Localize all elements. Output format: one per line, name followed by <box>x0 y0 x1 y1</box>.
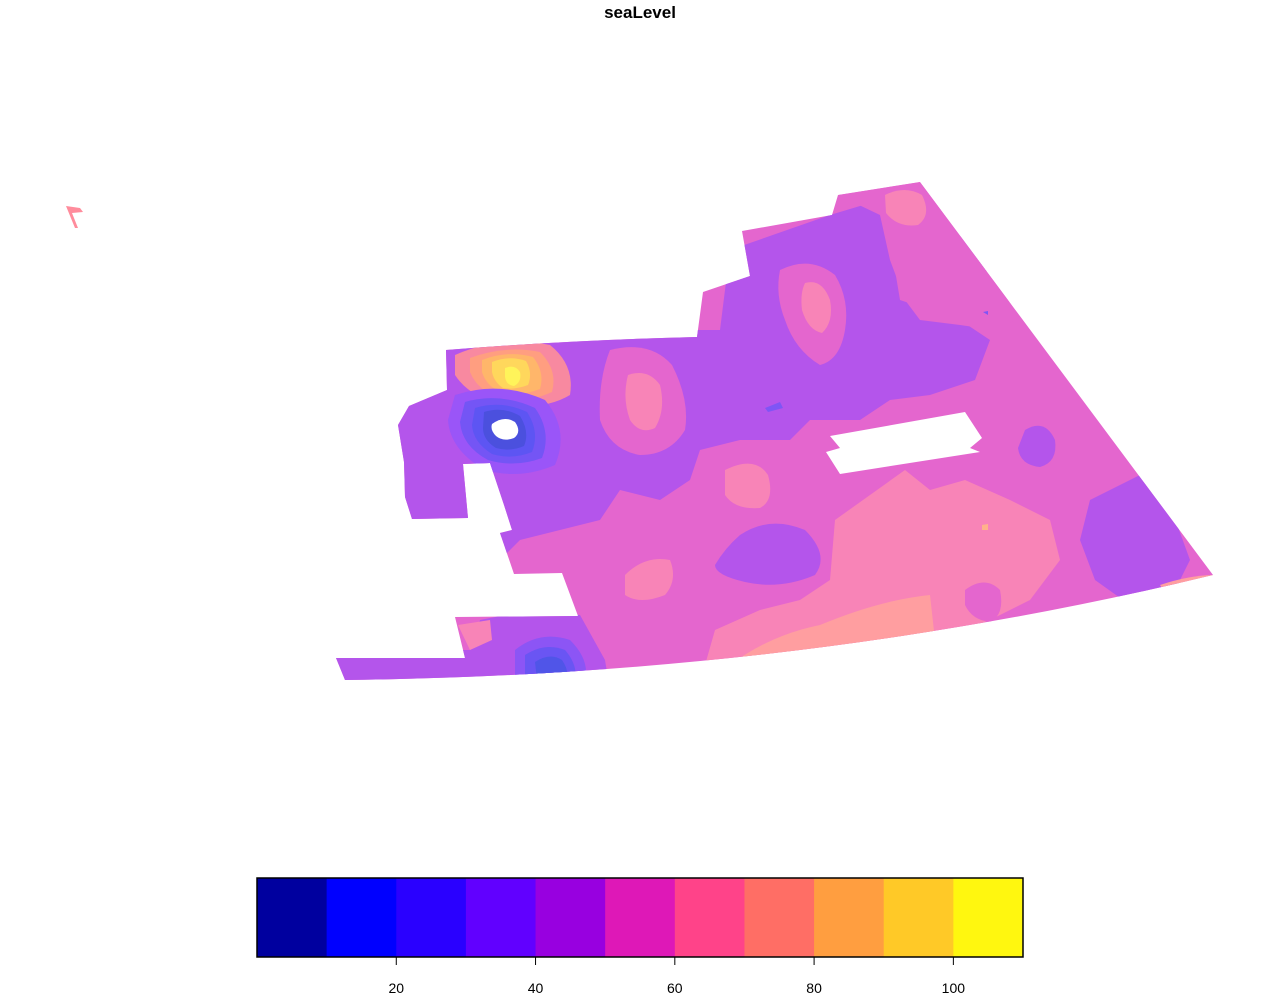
legend-bin-6 <box>674 878 745 957</box>
legend-tick-label: 40 <box>528 980 544 996</box>
legend-bin-8 <box>814 878 885 957</box>
contour-60-70-north <box>801 282 831 333</box>
legend-tick-label: 80 <box>806 980 822 996</box>
legend-bin-10 <box>953 878 1024 957</box>
legend-bin-0 <box>257 878 328 957</box>
legend-bin-1 <box>326 878 397 957</box>
legend-border <box>256 877 1024 958</box>
contour-dot-east-yellow <box>982 524 988 530</box>
outlier-fragment <box>66 206 83 228</box>
map-title: seaLevel <box>604 3 676 22</box>
legend-bin-4 <box>535 878 606 957</box>
contour-60-70-center <box>725 463 771 509</box>
contour-50-60-south-pocket <box>965 582 1002 622</box>
legend-tick-label: 60 <box>667 980 683 996</box>
contour-dot-east <box>983 311 988 315</box>
missing-data-gap <box>826 412 982 474</box>
legend-bin-5 <box>605 878 676 957</box>
legend-bin-3 <box>465 878 537 957</box>
legend-bin-7 <box>744 878 815 957</box>
contour-40-50-center <box>715 523 821 585</box>
contour-dot-mid <box>765 402 783 412</box>
contour-60-70-west <box>458 620 492 650</box>
sea-level-raster <box>66 182 1213 680</box>
contour-60-70-south <box>705 470 1060 670</box>
contour-60-70-mid <box>625 372 663 431</box>
contour-60-70-south-west <box>625 559 674 600</box>
legend-colorbar: 20 40 60 80 100 <box>256 877 1024 996</box>
contour-40-50-east-small <box>1018 425 1056 467</box>
legend-bin-9 <box>883 878 954 957</box>
legend-tick-label: 20 <box>388 980 404 996</box>
contour-50-60-north-east <box>838 182 1020 330</box>
legend-tick-label: 100 <box>942 980 966 996</box>
legend-bin-2 <box>396 878 467 957</box>
contour-60-70-north-east <box>885 190 927 226</box>
contour-trough-west <box>448 388 561 474</box>
contour-40-50-east <box>1080 475 1190 605</box>
